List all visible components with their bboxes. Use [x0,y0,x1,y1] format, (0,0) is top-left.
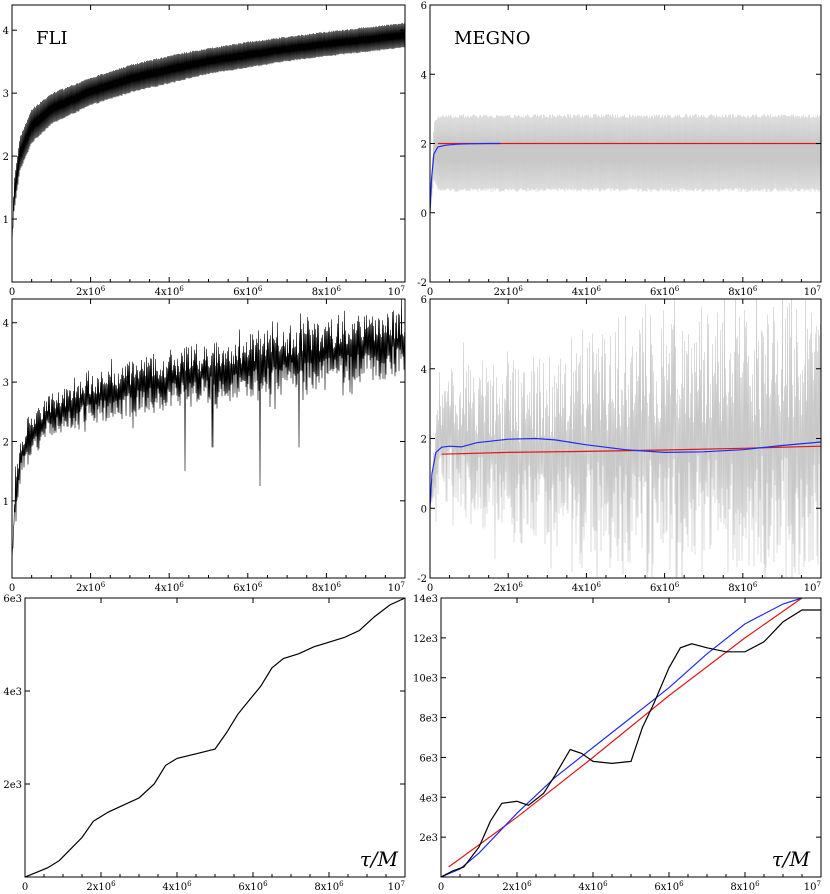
x-tick-label: 8x106 [314,880,344,893]
x-tick-label: 6x106 [233,285,263,298]
x-tick-label: 0 [9,583,15,594]
y-tick-label: -2 [417,278,427,289]
x-tick-label: 107 [388,285,405,298]
x-axis-label-bottom-left: τ/M [360,847,399,871]
y-tick-label: 3 [3,89,9,100]
x-tick-label: 2x106 [494,285,524,298]
plot-area [25,598,405,877]
x-tick-label: 107 [804,880,821,893]
x-tick-label: 4x106 [572,581,602,594]
panel-fli-top: FLI 0 2x106 4x106 6x106 8x106 107 1 2 3 4 [3,4,406,298]
y-tick-label: 3 [3,378,9,389]
series-black-0 [25,598,405,877]
series-red-0 [448,598,803,868]
x-tick-label: 107 [388,880,405,893]
x-tick-label: 0 [22,882,28,893]
series-gray-0 [430,114,821,213]
panel-title-megno: MEGNO [454,28,530,49]
x-tick-label: 6x106 [654,880,684,893]
series-black-2 [441,609,821,877]
series-black-0 [12,23,405,245]
plot-area [430,114,821,213]
y-tick-label: 2 [3,437,9,448]
y-tick-label: 4 [421,70,427,81]
y-tick-label: 8e3 [419,714,438,725]
x-tick-label: 0 [427,287,433,298]
y-tick-label: 6 [421,1,427,12]
series-blue-2 [430,142,501,213]
y-tick-label: 2e3 [3,780,22,791]
x-tick-label: 8x106 [728,581,758,594]
y-tick-label: 12e3 [413,634,438,645]
plot-area [12,23,405,245]
plot-area [12,299,405,561]
x-tick-label: 8x106 [312,581,342,594]
plot-frame [440,597,822,878]
series-blue-1 [441,598,803,877]
x-tick-label: 8x106 [728,285,758,298]
y-tick-label: 2 [421,435,427,446]
y-tick-label: 4 [3,319,9,330]
x-tick-label: 4x106 [155,285,185,298]
y-tick-label: 1 [3,497,9,508]
y-tick-label: 4e3 [419,793,438,804]
y-tick-label: 14e3 [413,594,438,605]
panel-fli-middle: 0 2x106 4x106 6x106 8x106 107 1 2 3 4 [3,298,406,594]
y-tick-label: 2 [3,152,9,163]
y-tick-label: 0 [421,504,427,515]
x-tick-label: 2x106 [502,880,532,893]
x-tick-label: 4x106 [578,880,608,893]
series-blue-2 [430,437,821,509]
series-black-0 [12,299,405,561]
panel-fli-bottom: τ/M 0 2x106 4x106 6x106 8x106 107 2e3 4e3 6e3 [3,594,406,893]
plot-area [430,299,821,578]
y-tick-label: 6e3 [3,594,22,605]
series-gray-0 [430,299,821,578]
x-tick-label: 2x106 [86,880,116,893]
x-tick-label: 0 [438,882,444,893]
y-tick-label: 1 [3,215,9,226]
x-tick-label: 0 [427,583,433,594]
x-tick-label: 6x106 [650,285,680,298]
x-tick-label: 107 [388,581,405,594]
y-tick-label: 6e3 [419,753,438,764]
x-tick-label: 4x106 [572,285,602,298]
x-tick-label: 6x106 [650,581,680,594]
x-axis-label-bottom-right: τ/M [772,847,811,871]
y-tick-label: 0 [421,209,427,220]
x-tick-label: 4x106 [155,581,185,594]
x-tick-label: 4x106 [162,880,192,893]
x-tick-label: 8x106 [312,285,342,298]
x-tick-label: 8x106 [730,880,760,893]
y-tick-label: 10e3 [413,674,438,685]
x-tick-label: 2x106 [76,581,106,594]
panel-title-fli: FLI [36,28,68,49]
y-tick-label: 4e3 [3,687,22,698]
plot-area [441,598,821,877]
y-tick-label: 6 [421,295,427,306]
x-tick-label: 6x106 [238,880,268,893]
y-tick-label: -2 [417,574,427,585]
x-tick-label: 2x106 [494,581,524,594]
x-tick-label: 0 [9,287,15,298]
x-tick-label: 107 [804,581,821,594]
panel-megno-bottom: τ/M 0 2x106 4x106 6x106 8x106 107 2e3 4e3 6e3 8e3… [413,594,822,893]
x-tick-label: 6x106 [233,581,263,594]
plot-frame [11,298,406,579]
y-tick-label: 2 [421,140,427,151]
x-tick-label: 107 [804,285,821,298]
y-tick-label: 4 [3,26,9,37]
y-tick-label: 4 [421,365,427,376]
y-tick-label: 2e3 [419,833,438,844]
plot-frame [24,597,406,878]
x-tick-label: 2x106 [76,285,106,298]
